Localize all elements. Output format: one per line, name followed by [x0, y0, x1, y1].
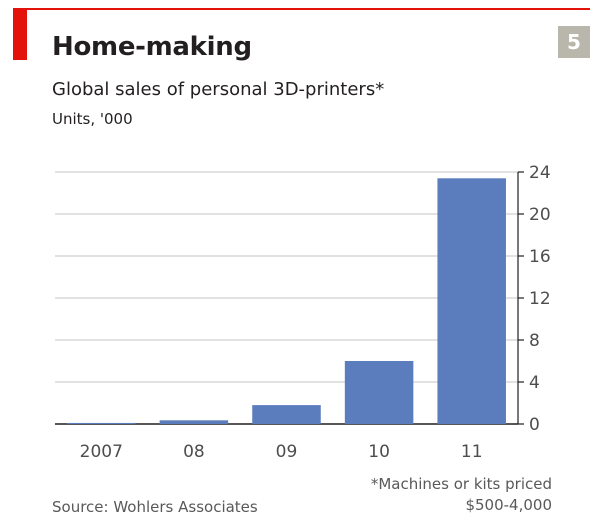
x-tick-label: 2007: [80, 442, 123, 462]
chart-number-badge: 5: [558, 26, 590, 58]
x-tick-label: 09: [276, 442, 298, 462]
footnote-line-1: *Machines or kits priced: [370, 475, 552, 493]
source-note: Source: Wohlers Associates: [52, 498, 258, 516]
y-tick-label: 4: [529, 373, 540, 393]
y-tick-label: 0: [529, 415, 540, 435]
bar-11: [437, 178, 506, 424]
bars: [67, 178, 506, 424]
y-tick-label: 20: [529, 205, 551, 225]
footnote-line-2: $500-4,000: [465, 496, 552, 514]
x-tick-labels: 2007 08 09 10 11: [80, 442, 483, 462]
x-tick-label: 08: [183, 442, 205, 462]
bar-2007: [67, 422, 136, 424]
footnote: *Machines or kits priced $500-4,000: [322, 474, 552, 516]
header-rule: [13, 8, 590, 10]
y-tick-label: 24: [529, 163, 551, 183]
y-tick-label: 8: [529, 331, 540, 351]
chart-title: Home-making: [52, 32, 252, 62]
y-tick-label: 12: [529, 289, 551, 309]
x-tick-label: 10: [368, 442, 390, 462]
header-tab: [13, 8, 27, 60]
y-axis-label: Units, '000: [52, 110, 133, 128]
bar-09: [252, 405, 321, 424]
y-tick-label: 16: [529, 247, 551, 267]
chart-subtitle: Global sales of personal 3D-printers*: [52, 79, 385, 100]
x-tick-label: 11: [461, 442, 483, 462]
bar-10: [344, 361, 414, 424]
y-tick-labels: 0 4 8 12 16 20 24: [529, 163, 551, 435]
bar-08: [159, 420, 229, 424]
